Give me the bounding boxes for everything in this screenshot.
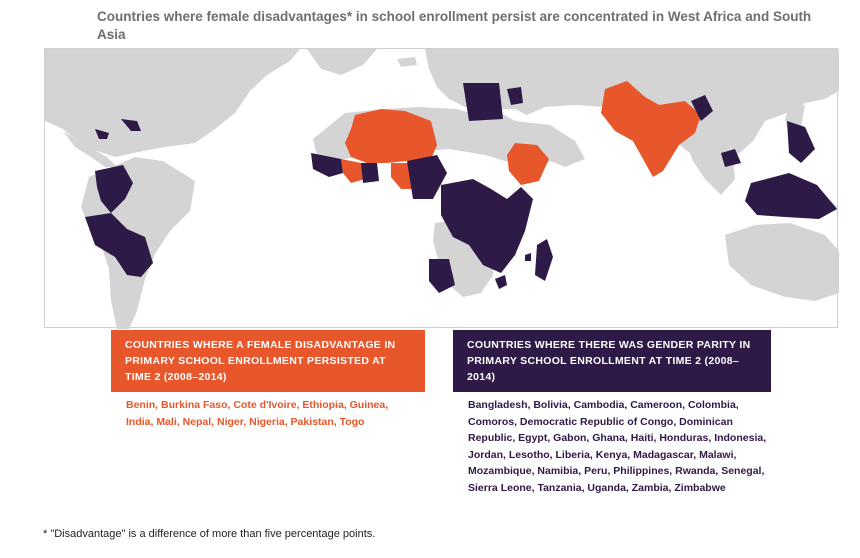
region-indonesia	[745, 173, 837, 219]
land-australia	[725, 223, 839, 301]
footnote: * "Disadvantage" is a difference of more…	[43, 528, 376, 540]
region-cambodia	[721, 149, 741, 167]
region-peru-bolivia	[85, 213, 153, 277]
region-ethiopia	[507, 143, 549, 185]
land-north-america	[45, 49, 300, 157]
map-title: Countries where female disadvantages* in…	[97, 9, 812, 42]
region-lesotho	[495, 275, 507, 289]
legend-parity-heading: COUNTRIES WHERE THERE WAS GENDER PARITY …	[453, 330, 771, 392]
region-comoros	[525, 253, 531, 261]
land-central-america	[63, 131, 117, 167]
region-namibia	[429, 259, 455, 293]
region-egypt	[463, 83, 503, 121]
region-jordan	[507, 87, 523, 105]
world-map	[44, 48, 839, 329]
region-cameroon-gabon	[407, 155, 447, 199]
region-honduras	[95, 129, 109, 139]
land-iceland	[397, 57, 417, 67]
legend-disadvantage-countries: Benin, Burkina Faso, Cote d'Ivoire, Ethi…	[126, 399, 389, 428]
legend-parity-countries: Bangladesh, Bolivia, Cambodia, Cameroon,…	[468, 399, 767, 494]
region-mali-niger-burkina-benin-togo-nigeria	[345, 109, 437, 163]
region-senegal-sierra-leone-liberia	[311, 153, 343, 177]
region-madagascar	[535, 239, 553, 281]
land-arabia	[515, 121, 585, 167]
legend-disadvantage-heading: COUNTRIES WHERE A FEMALE DISADVANTAGE IN…	[111, 330, 425, 392]
world-map-svg	[45, 49, 839, 329]
parity-countries	[85, 83, 837, 293]
region-guinea-cote-divoire	[341, 159, 365, 183]
region-india-pakistan-nepal	[601, 81, 701, 177]
region-haiti-dominican-republic	[121, 119, 141, 131]
region-colombia	[95, 165, 133, 213]
region-philippines	[787, 121, 815, 163]
region-ghana	[361, 163, 379, 183]
land-cuba	[91, 121, 129, 129]
region-bangladesh	[691, 95, 713, 121]
land-greenland	[307, 49, 377, 75]
region-central-east-africa	[441, 179, 533, 273]
